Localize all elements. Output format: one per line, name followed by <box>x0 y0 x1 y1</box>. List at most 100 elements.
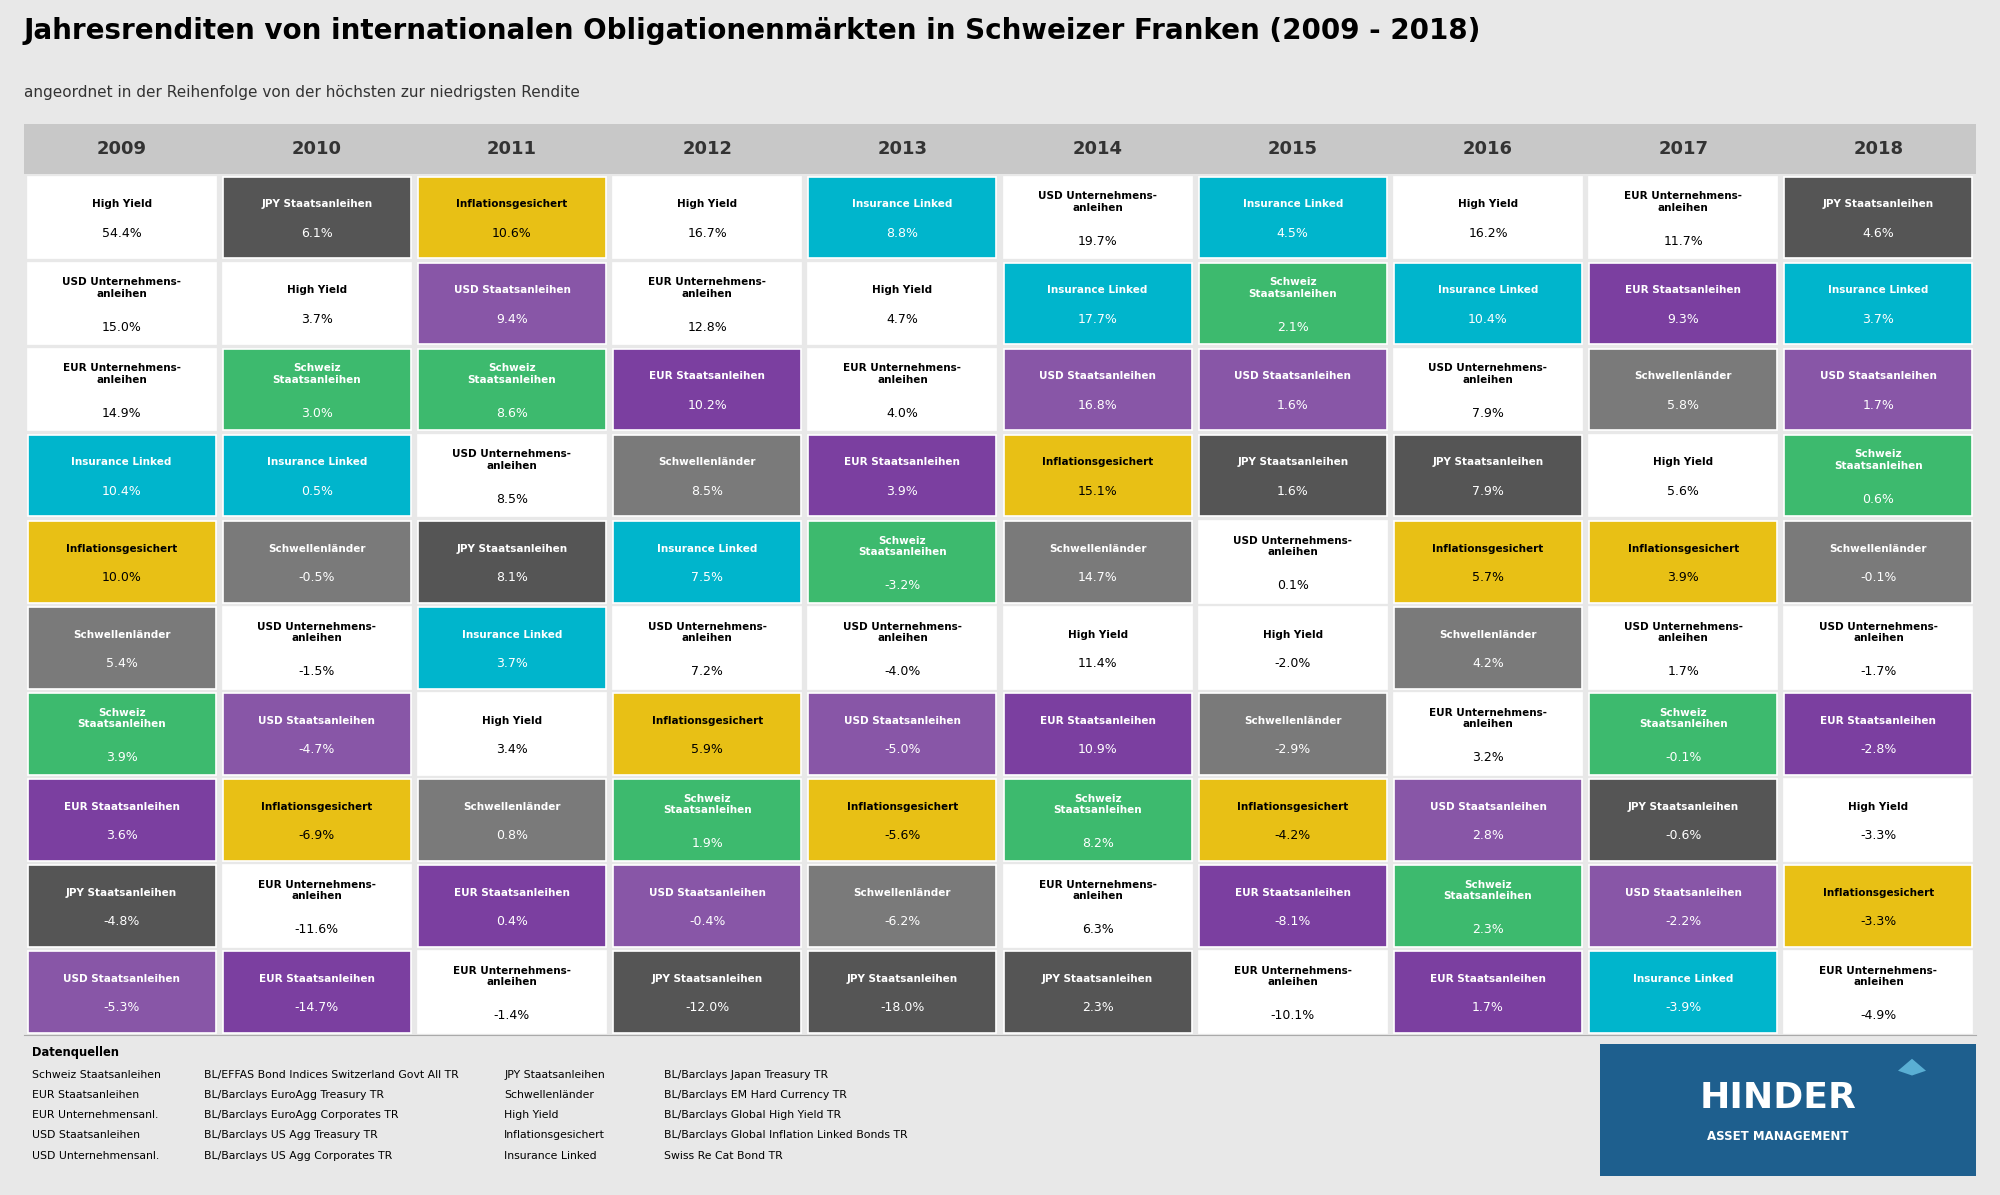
Bar <box>1394 865 1582 946</box>
Text: Insurance Linked: Insurance Linked <box>1828 286 1928 295</box>
Text: USD Staatsanleihen: USD Staatsanleihen <box>844 716 960 725</box>
Text: USD Unternehmens-
anleihen: USD Unternehmens- anleihen <box>1428 363 1548 385</box>
Text: Insurance Linked: Insurance Linked <box>504 1151 596 1160</box>
Text: 2018: 2018 <box>1854 140 1904 159</box>
Text: HINDER: HINDER <box>1700 1081 1856 1115</box>
Text: 8.8%: 8.8% <box>886 227 918 239</box>
Text: 10.4%: 10.4% <box>1468 313 1508 325</box>
Text: Schwellenländer: Schwellenländer <box>1634 372 1732 381</box>
Bar <box>1004 951 1192 1032</box>
Text: BL/Barclays EuroAgg Corporates TR: BL/Barclays EuroAgg Corporates TR <box>204 1110 398 1120</box>
Text: Schweiz
Staatsanleihen: Schweiz Staatsanleihen <box>1444 880 1532 901</box>
Bar <box>614 865 802 946</box>
Text: angeordnet in der Reihenfolge von der höchsten zur niedrigsten Rendite: angeordnet in der Reihenfolge von der hö… <box>24 85 580 100</box>
Text: EUR Staatsanleihen: EUR Staatsanleihen <box>1626 286 1742 295</box>
Bar <box>1198 435 1386 516</box>
Text: 8.5%: 8.5% <box>496 494 528 505</box>
Bar <box>1590 177 1778 258</box>
Text: 1.6%: 1.6% <box>1276 485 1308 497</box>
Text: Schweiz
Staatsanleihen: Schweiz Staatsanleihen <box>662 793 752 815</box>
Text: EUR Staatsanleihen: EUR Staatsanleihen <box>1234 888 1350 897</box>
Text: 9.4%: 9.4% <box>496 313 528 325</box>
Text: 6.1%: 6.1% <box>300 227 332 239</box>
Text: 4.5%: 4.5% <box>1276 227 1308 239</box>
Text: 5.8%: 5.8% <box>1668 399 1700 411</box>
Text: USD Unternehmens-
anleihen: USD Unternehmens- anleihen <box>1624 621 1742 643</box>
Text: EUR Staatsanleihen: EUR Staatsanleihen <box>1820 716 1936 725</box>
Bar <box>1590 951 1778 1032</box>
Text: 9.3%: 9.3% <box>1668 313 1700 325</box>
Bar <box>1394 263 1582 344</box>
Text: 4.0%: 4.0% <box>886 407 918 419</box>
Text: 19.7%: 19.7% <box>1078 235 1118 247</box>
Text: Schwellenländer: Schwellenländer <box>504 1090 594 1099</box>
Text: Inflationsgesichert: Inflationsgesichert <box>1628 544 1738 553</box>
Bar <box>418 521 606 602</box>
Text: 10.4%: 10.4% <box>102 485 142 497</box>
Text: 0.1%: 0.1% <box>1276 580 1308 592</box>
Text: 10.2%: 10.2% <box>688 399 728 411</box>
Bar <box>1784 951 1972 1032</box>
Text: 10.6%: 10.6% <box>492 227 532 239</box>
Text: Inflationsgesichert: Inflationsgesichert <box>66 544 178 553</box>
Text: EUR Unternehmens-
anleihen: EUR Unternehmens- anleihen <box>1428 707 1548 729</box>
Text: USD Staatsanleihen: USD Staatsanleihen <box>258 716 376 725</box>
Text: EUR Staatsanleihen: EUR Staatsanleihen <box>650 372 766 381</box>
Text: High Yield: High Yield <box>1458 200 1518 209</box>
Bar <box>418 779 606 860</box>
Text: 11.7%: 11.7% <box>1664 235 1704 247</box>
Text: 5.6%: 5.6% <box>1668 485 1700 497</box>
Text: Insurance Linked: Insurance Linked <box>266 458 366 467</box>
Bar <box>24 1035 1976 1183</box>
Text: 16.2%: 16.2% <box>1468 227 1508 239</box>
Bar <box>1004 693 1192 774</box>
Bar <box>222 263 410 344</box>
Bar <box>1198 349 1386 430</box>
Text: 15.0%: 15.0% <box>102 321 142 333</box>
Bar <box>222 435 410 516</box>
Text: -6.9%: -6.9% <box>298 829 334 841</box>
Text: EUR Staatsanleihen: EUR Staatsanleihen <box>258 974 374 983</box>
Text: Schweiz
Staatsanleihen: Schweiz Staatsanleihen <box>858 535 946 557</box>
Bar <box>614 263 802 344</box>
Text: 2009: 2009 <box>96 140 146 159</box>
Bar <box>1784 521 1972 602</box>
Bar <box>1004 263 1192 344</box>
Text: JPY Staatsanleihen: JPY Staatsanleihen <box>1822 200 1934 209</box>
Text: 2011: 2011 <box>488 140 536 159</box>
Text: Schweiz
Staatsanleihen: Schweiz Staatsanleihen <box>1248 277 1338 299</box>
Text: -2.2%: -2.2% <box>1666 915 1702 927</box>
Bar <box>1784 349 1972 430</box>
Text: 8.5%: 8.5% <box>692 485 724 497</box>
Text: BL/Barclays US Agg Treasury TR: BL/Barclays US Agg Treasury TR <box>204 1130 378 1140</box>
Text: USD Staatsanleihen: USD Staatsanleihen <box>1624 888 1742 897</box>
Text: 15.1%: 15.1% <box>1078 485 1118 497</box>
Text: 2.3%: 2.3% <box>1472 924 1504 936</box>
Text: 3.7%: 3.7% <box>496 657 528 669</box>
Text: -5.0%: -5.0% <box>884 743 920 755</box>
Text: Inflationsgesichert: Inflationsgesichert <box>1238 802 1348 811</box>
Text: -3.3%: -3.3% <box>1860 829 1896 841</box>
Text: Schwellenländer: Schwellenländer <box>72 630 170 639</box>
Text: JPY Staatsanleihen: JPY Staatsanleihen <box>1042 974 1154 983</box>
Text: -4.2%: -4.2% <box>1274 829 1310 841</box>
Text: 14.7%: 14.7% <box>1078 571 1118 583</box>
Text: 3.9%: 3.9% <box>1668 571 1700 583</box>
Bar <box>1198 177 1386 258</box>
Text: BL/Barclays Global High Yield TR: BL/Barclays Global High Yield TR <box>664 1110 842 1120</box>
Text: JPY Staatsanleihen: JPY Staatsanleihen <box>1432 458 1544 467</box>
Bar <box>222 177 410 258</box>
Text: 0.4%: 0.4% <box>496 915 528 927</box>
Text: 4.2%: 4.2% <box>1472 657 1504 669</box>
Text: High Yield: High Yield <box>1068 630 1128 639</box>
Bar <box>28 693 216 774</box>
Text: 17.7%: 17.7% <box>1078 313 1118 325</box>
Text: JPY Staatsanleihen: JPY Staatsanleihen <box>262 200 372 209</box>
Text: Insurance Linked: Insurance Linked <box>852 200 952 209</box>
Text: EUR Unternehmens-
anleihen: EUR Unternehmens- anleihen <box>452 966 572 987</box>
Text: 8.6%: 8.6% <box>496 407 528 419</box>
Bar <box>614 177 802 258</box>
Bar <box>28 865 216 946</box>
Bar <box>222 693 410 774</box>
Bar <box>222 607 410 688</box>
